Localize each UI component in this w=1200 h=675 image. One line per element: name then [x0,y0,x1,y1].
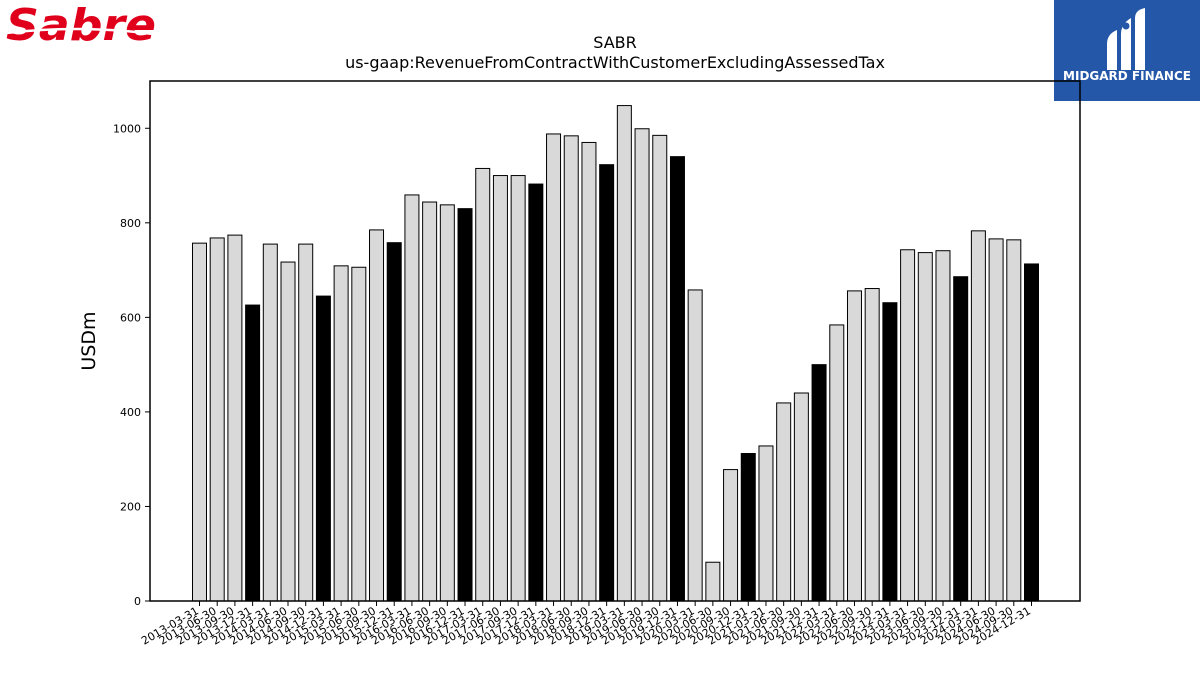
bar [988,238,1004,602]
bar [599,164,615,602]
y-tick-label: 200 [120,500,141,513]
bar [1024,263,1039,602]
y-axis-label: USDm [78,311,100,370]
chart-title: SABR [593,33,637,52]
bar [687,289,703,602]
bar [616,105,632,602]
bar [209,237,225,602]
y-tick-label: 1000 [113,122,141,135]
bar [528,183,544,602]
sabre-logo-text: Sabre [6,2,156,48]
bar [1006,239,1022,602]
bar [280,261,296,602]
bar [475,167,491,602]
bar [351,266,367,602]
midgard-logo-text: MIDGARD FINANCE [1063,69,1191,83]
bar [227,234,243,602]
bar [386,242,402,602]
y-tick-label: 800 [120,217,141,230]
bar [900,249,916,602]
midgard-emblem-icon [1107,8,1145,70]
bar [917,252,933,602]
bar [298,243,314,602]
midgard-finance-logo: MIDGARD FINANCE [1054,0,1200,101]
bar [953,276,969,602]
bar [262,243,278,602]
bar [829,324,845,602]
bar [404,194,420,602]
sabre-swoosh [5,27,161,37]
bar [864,288,880,602]
bar [723,469,739,602]
y-tick-label: 400 [120,406,141,419]
bar [192,242,207,602]
bar [315,295,331,602]
bar [333,265,349,602]
bar [581,141,597,602]
bar [935,250,951,602]
chart-subtitle: us-gaap:RevenueFromContractWithCustomerE… [345,53,885,72]
bar [882,302,898,602]
bar [245,304,261,602]
bar [546,133,562,602]
bar [492,175,508,602]
bar [422,201,438,602]
bar [669,156,685,602]
bar [970,230,986,602]
y-tick-label: 0 [134,595,141,608]
bar [846,290,862,602]
sabre-logo: Sabre [5,2,161,48]
bar [510,175,526,602]
bar [439,204,455,602]
bar [776,402,792,602]
y-tick-label: 600 [120,311,141,324]
plot-frame [149,80,1081,602]
bar [457,208,473,602]
bar [740,453,756,602]
bar [652,134,668,602]
bar [758,445,774,602]
bar [811,364,827,602]
bar [563,135,579,602]
bar [705,561,721,602]
bar [793,392,809,602]
bar [634,128,650,602]
bar [369,229,385,602]
